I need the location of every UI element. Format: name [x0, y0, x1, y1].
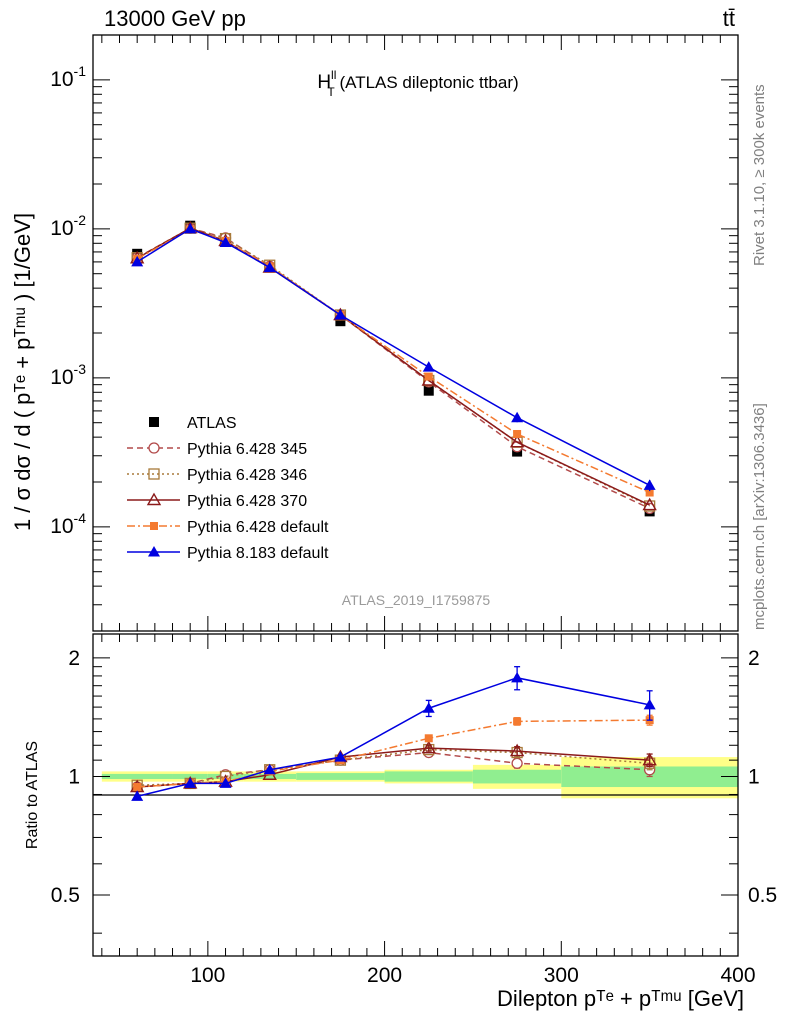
series-point-py6-default	[424, 372, 433, 381]
chart-title: Hll T (ATLAS dileptonic ttbar)	[317, 68, 518, 99]
ratio-point-py8-default	[422, 702, 435, 713]
ratio-point-py6-345	[511, 757, 523, 769]
y-tick-exponent: -2	[74, 212, 87, 228]
series-point-py8-default	[643, 479, 656, 490]
ratio-frame	[92, 633, 739, 957]
header-energy: 13000 GeV pp	[104, 6, 246, 31]
chart-title-rest: (ATLAS dileptonic ttbar)	[335, 73, 519, 92]
ratio-ticks	[93, 634, 739, 956]
ratio-y-axis-label: Ratio to ATLAS	[24, 741, 41, 849]
main-panel: 10-410-310-210-1	[50, 34, 739, 632]
band-inner-bin	[243, 773, 297, 780]
legend: ATLAS Pythia 6.428 345 Pythia 6.428 346 Pyt…	[127, 415, 329, 562]
y-tick-exponent: -4	[74, 510, 87, 526]
legend-marker-py8-default	[148, 546, 160, 557]
ratio-point-py6-default	[513, 717, 522, 726]
ratio-point-py6-default	[133, 783, 142, 792]
ratio-line-py8-default	[137, 677, 650, 798]
main-ticks	[93, 34, 739, 632]
atlas-data-point	[423, 385, 434, 396]
series-point-py6-370	[509, 434, 525, 448]
legend-label: Pythia 6.428 345	[187, 441, 307, 458]
series-line-py8-default	[136, 228, 650, 486]
series-point-py8-default	[422, 361, 435, 372]
ratio-tick-label: 2	[68, 647, 80, 670]
ratio-point-py6-370	[421, 740, 436, 754]
series-point-py8-default	[511, 411, 524, 423]
mcplots-note: mcplots.cern.ch [arXiv:1306.3436]	[751, 403, 768, 630]
ratio-point-py6-370	[509, 743, 525, 757]
ratio-point-py8-default	[334, 751, 347, 762]
band-inner-bin	[472, 769, 562, 784]
series-point-py8-default	[219, 236, 232, 247]
series-point-py6-346	[643, 500, 656, 512]
series-point-py6-default	[645, 488, 654, 497]
analysis-watermark: ATLAS_2019_I1759875	[342, 592, 491, 608]
legend-label: Pythia 6.428 370	[187, 493, 307, 510]
ratio-data-layer	[129, 666, 657, 801]
x-tick-label: 400	[720, 964, 755, 987]
legend-marker-py6-default	[150, 522, 158, 530]
ratio-tick-label: 1	[68, 765, 80, 788]
main-data-layer	[129, 220, 657, 517]
ratio-point-py8-default	[643, 698, 656, 710]
ratio-point-py8-default	[263, 763, 276, 775]
y-tick-exponent: -3	[74, 361, 87, 377]
ratio-panel: 0.5 0.5 1 1 2 2	[51, 633, 777, 957]
band-inner-bin	[296, 773, 385, 780]
legend-marker-py6-346	[148, 468, 160, 480]
x-tick-label: 200	[367, 964, 402, 987]
chart-title-sub: T	[327, 85, 335, 99]
ratio-point-py6-370	[642, 752, 657, 766]
legend-label: Pythia 6.428 346	[187, 467, 307, 484]
series-point-py8-default	[131, 255, 144, 267]
x-tick-labels: 100 200 300 400	[190, 964, 755, 987]
legend-marker-py6-370	[146, 492, 162, 506]
y-axis-label: 1 / σ dσ / d ( pᵀᵉ + pᵀᵐᵘ ) [1/GeV]	[10, 213, 35, 531]
series-point-py8-default	[334, 309, 347, 320]
header-process: tt̄	[723, 6, 735, 31]
ratio-point-py8-default	[511, 671, 524, 683]
rivet-version-note: Rivet 3.1.10, ≥ 300k events	[751, 84, 768, 266]
ratio-point-py8-default	[219, 777, 232, 788]
band-inner-bin	[384, 771, 473, 782]
ratio-tick-label-right: 2	[748, 647, 760, 670]
ratio-tick-label-right: 1	[748, 765, 760, 788]
ratio-y-tick-labels: 0.5 0.5 1 1 2 2	[51, 647, 777, 907]
main-y-tick-labels: 10-410-310-210-1	[50, 63, 86, 538]
legend-label: ATLAS	[187, 415, 237, 432]
chart-title-sup: ll	[331, 68, 336, 82]
legend-marker-atlas	[149, 417, 159, 427]
y-tick-exponent: -1	[74, 63, 87, 79]
ratio-point-py8-default	[184, 777, 197, 788]
chart-title-base: H	[317, 72, 331, 93]
x-tick-label: 300	[544, 964, 579, 987]
ratio-tick-label: 0.5	[51, 884, 80, 907]
x-axis-label: Dilepton pᵀᵉ + pᵀᵐᵘ [GeV]	[497, 986, 744, 1011]
series-point-py8-default	[263, 261, 276, 273]
x-tick-label: 100	[190, 964, 225, 987]
ratio-point-py8-default	[131, 790, 144, 801]
series-point-py6-default	[513, 429, 522, 438]
series-point-py8-default	[184, 222, 197, 234]
band-inner-bin	[101, 773, 173, 780]
series-point-py6-370	[642, 497, 657, 511]
atlas-data-point	[335, 316, 346, 327]
ratio-tick-label-right: 0.5	[748, 884, 777, 907]
ratio-point-py6-default	[424, 734, 433, 743]
legend-marker-py6-345	[148, 442, 160, 454]
legend-label: Pythia 6.428 default	[187, 519, 329, 536]
legend-label: Pythia 8.183 default	[187, 545, 329, 562]
